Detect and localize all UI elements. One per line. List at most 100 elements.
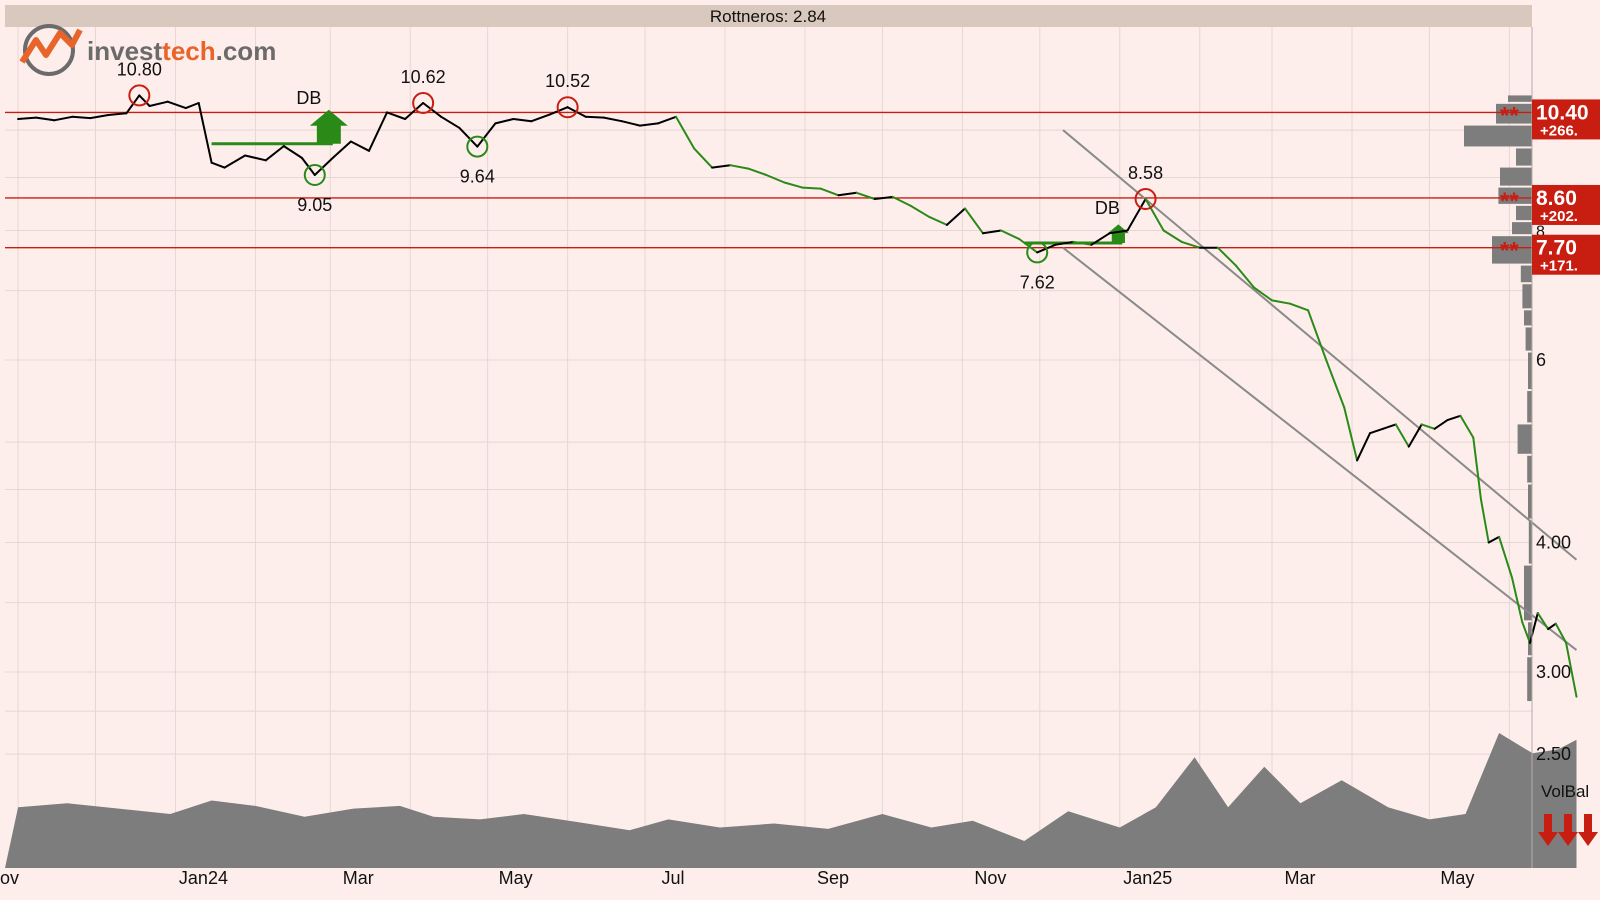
investtech-logo: investtech.com [19,24,276,76]
price-segment [1381,423,1397,430]
price-segment [1446,414,1462,422]
price-segment [476,122,497,148]
logo-zigzag-icon [19,28,83,64]
x-tick-label: Jan24 [179,868,228,888]
price-segment [819,187,840,197]
price-segment [927,215,948,226]
price-segment [1487,535,1501,544]
price-segment [891,195,912,207]
logo-ring-icon [23,24,75,76]
peak-marker [412,91,435,114]
price-segment [982,229,1003,235]
price-segment [1547,622,1557,631]
down-arrow-icon [1578,814,1598,846]
price-segment [458,126,479,148]
price-segment [1018,238,1039,254]
extrema-markers: 10.80 10.62 10.52 8.58 9.05 9.64 7.62 [117,59,1163,292]
pattern-markers: DB DB [211,88,1129,245]
volume-profile-bar [1516,205,1532,221]
trough-label: 9.64 [460,167,495,187]
level-badge [1532,99,1600,140]
price-segment [349,140,370,152]
buy-arrow-icon [1107,224,1129,244]
price-segment [107,112,128,116]
channel-line-lower [1062,246,1578,651]
price-segment [783,181,804,189]
volume-profile-bar [1528,352,1532,390]
volume-profile-bar [1500,167,1532,186]
volume-profile-bar [1528,520,1532,564]
level-badge-value: 8.60 [1536,187,1577,210]
price-segment [1090,232,1111,246]
volbal-down-arrows [1538,814,1598,846]
price-segment [138,94,151,107]
price-segment [1289,302,1310,312]
axes: 6 4.00 3.00 2.50 8 ov Jan24 Mar May Jul Sep Nov Jan2… [0,27,1571,888]
price-segment [1126,198,1147,232]
price-segment [1407,423,1423,448]
volume-profile-bar [1498,187,1532,204]
volume-profile-bar [1516,148,1532,166]
peak-marker [556,96,579,119]
level-star-icon: ** [1500,102,1519,129]
price-segment [1480,498,1490,544]
price-segment [313,156,334,176]
level-badge-change: +202. [1540,208,1578,225]
level-badge-value: 7.70 [1536,237,1577,260]
price-segment [1521,621,1531,644]
price-segment [166,100,187,110]
price-segment [1325,359,1346,409]
x-tick-label: Nov [974,868,1006,888]
price-segment [1420,423,1436,430]
grid [5,27,1532,868]
price-segment [1394,423,1410,448]
level-star-icon: ** [1500,188,1519,215]
price-segment [244,154,267,162]
price-segment [210,161,226,169]
price-segment [422,102,443,118]
price-segment [729,164,750,170]
volume-profile-bar [1524,565,1532,621]
price-segment [1216,246,1237,267]
price-segment [693,147,714,169]
peak-label: 8.58 [1128,163,1163,183]
price-segment [1000,229,1021,240]
trough-marker [466,135,489,158]
resistance-lines [5,111,1532,249]
price-segment [620,120,641,127]
y-tick-label: 3.00 [1536,662,1571,682]
volume-profile-bar [1527,657,1532,702]
level-badge [1532,234,1600,275]
price-segment [184,102,200,110]
price-segment [584,115,605,119]
level-badges: ** 10.40+266. ** 8.60+202. ** 7.70+171. [1500,99,1600,275]
price-segment [638,122,659,127]
price-segment [264,145,285,162]
volume-balance-fill [5,733,1577,868]
price-segment [765,174,786,184]
peak-marker [1134,188,1157,211]
price-segment [747,167,768,176]
x-tick-label: Jul [662,868,685,888]
volume-profile [1464,95,1532,702]
price-segment [89,114,110,120]
trough-marker [1026,241,1049,264]
price-segment [282,145,303,159]
pattern-label: DB [1095,198,1120,218]
level-badge [1532,184,1600,225]
level-badge-change: +266. [1540,122,1578,139]
price-segment [197,102,213,164]
price-segment [35,116,56,122]
y-tick-label-partial: 8 [1536,224,1545,241]
volume-profile-bar [1522,284,1532,309]
price-segment [1108,229,1129,235]
x-tick-label: May [1440,868,1474,888]
trough-label: 9.05 [297,195,332,215]
price-segment [1356,432,1371,462]
price-segment [656,115,677,125]
x-tick-label: May [499,868,533,888]
price-segment [53,115,74,122]
price-segment [855,191,876,200]
down-arrow-icon [1558,814,1578,846]
price-line [17,94,1578,698]
